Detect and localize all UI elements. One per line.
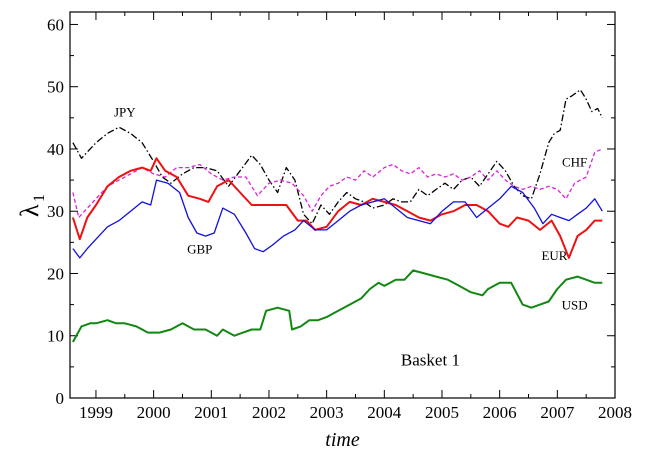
series-line-usd (72, 269, 603, 343)
y-tick-label: 30 (47, 202, 64, 221)
series-label-eur: EUR (541, 248, 567, 263)
y-tick-label: 50 (47, 78, 64, 97)
x-axis: 1999 2000 2001 2002 2003 2004 2005 2006 2007 2008 (79, 12, 632, 422)
series-lines (71, 89, 603, 343)
y-tick-label: 40 (47, 140, 64, 159)
x-axis-title: time (325, 429, 360, 451)
x-tick-label: 2004 (367, 403, 402, 422)
series-line-chf (72, 148, 603, 219)
y-tick-label: 10 (47, 327, 64, 346)
chart-annotation: Basket 1 (401, 351, 460, 370)
series-label-gbp: GBP (187, 242, 212, 257)
plot-area (69, 11, 616, 399)
y-axis-title: λ 1 (15, 194, 48, 217)
x-tick-label: 2001 (194, 403, 228, 422)
series-line-jpy (72, 89, 603, 225)
series-label-chf: CHF (562, 154, 587, 169)
x-tick-label: 2006 (483, 403, 517, 422)
y-axis-title-subscript: 1 (31, 194, 48, 202)
series-label-jpy: JPY (114, 105, 136, 120)
y-axis: 0 10 20 30 40 50 60 (47, 15, 615, 408)
x-tick-label: 2005 (425, 403, 459, 422)
series-label-usd: USD (562, 298, 588, 313)
series-line-eur (71, 157, 603, 259)
series-line-gbp (72, 179, 603, 259)
x-tick-label: 2000 (137, 403, 171, 422)
plot-frame (69, 11, 616, 399)
x-tick-label: 2003 (310, 403, 344, 422)
x-tick-label: 2007 (540, 403, 575, 422)
y-tick-label: 20 (47, 264, 64, 283)
x-tick-label: 2002 (252, 403, 286, 422)
x-tick-label: 1999 (79, 403, 113, 422)
x-tick-label: 2008 (598, 403, 632, 422)
y-tick-label: 60 (47, 15, 64, 34)
y-tick-label: 0 (56, 389, 65, 408)
y-axis-title-symbol: λ (15, 204, 44, 217)
series-labels: JPY CHF EUR GBP USD (114, 105, 588, 313)
